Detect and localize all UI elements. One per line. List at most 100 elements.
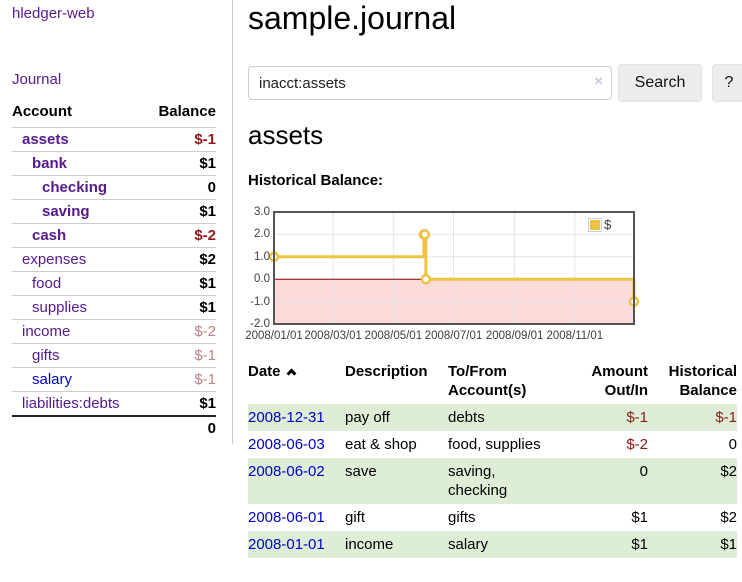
register-row: 2008-01-01 income salary $1 $1 xyxy=(248,531,737,558)
register-section: Date Description To/From Account(s) Amount … xyxy=(248,358,737,558)
app-brand-link[interactable]: hledger-web xyxy=(12,5,95,22)
transaction-amount: 0 xyxy=(639,463,648,480)
account-link[interactable]: supplies xyxy=(32,299,88,316)
column-header-amount-out-in: Amount Out/In xyxy=(591,363,648,399)
transaction-balance: 0 xyxy=(728,436,737,453)
transaction-description: pay off xyxy=(345,409,390,426)
account-row: food $1 xyxy=(12,271,216,296)
y-axis-tick-label: 0.0 xyxy=(254,273,270,286)
transaction-amount: $-2 xyxy=(626,436,648,453)
y-axis-tick-label: 3.0 xyxy=(254,206,270,218)
transaction-date-link[interactable]: 2008-06-01 xyxy=(248,509,325,526)
legend-label: $ xyxy=(604,217,612,232)
account-row: saving $1 xyxy=(12,199,216,224)
account-balance: $-1 xyxy=(144,127,216,152)
transaction-date-link[interactable]: 2008-06-02 xyxy=(248,463,325,480)
y-axis-tick-label: -2.0 xyxy=(250,318,270,330)
transaction-amount: $1 xyxy=(631,509,648,526)
account-balance: $-1 xyxy=(144,367,216,392)
transaction-description: save xyxy=(345,463,377,480)
account-link[interactable]: bank xyxy=(32,155,68,172)
account-link[interactable]: food xyxy=(32,275,62,292)
account-balance: $1 xyxy=(144,199,216,224)
historical-balance-chart[interactable]: $ 3.0 2.0 1.0 0.0 -1.0 -2.0 2008/01/01 2008/03/… xyxy=(245,206,726,348)
account-balance: $2 xyxy=(144,247,216,272)
column-header-description: Description xyxy=(345,363,428,380)
account-balance: 0 xyxy=(144,175,216,200)
transaction-date-link[interactable]: 2008-12-31 xyxy=(248,409,325,426)
account-heading: assets xyxy=(248,120,324,150)
y-axis-tick-label: 1.0 xyxy=(254,250,270,263)
account-link[interactable]: liabilities:debts xyxy=(22,395,120,412)
account-row: expenses $2 xyxy=(12,247,216,272)
column-header-historical-balance: Historical Balance xyxy=(668,363,737,399)
register-row: 2008-06-03 eat & shop food, supplies $-2 0 xyxy=(248,431,737,458)
x-axis-tick-label: 2008/03/01 xyxy=(304,330,362,342)
transaction-accounts: saving, checking xyxy=(448,463,508,499)
transaction-description: income xyxy=(345,536,394,553)
x-axis-tick-label: 2008/09/01 xyxy=(485,330,544,342)
chart-plot-area[interactable] xyxy=(268,211,640,325)
y-axis-tick-label: 2.0 xyxy=(254,228,270,241)
register-row: 2008-12-31 pay off debts $-1 $-1 xyxy=(248,404,737,431)
transaction-date-link[interactable]: 2008-01-01 xyxy=(248,536,325,553)
account-link[interactable]: saving xyxy=(42,203,90,220)
transaction-amount: $1 xyxy=(631,536,648,553)
transaction-balance: $2 xyxy=(720,509,737,526)
legend-color-box xyxy=(588,217,602,232)
account-link[interactable]: assets xyxy=(22,131,69,148)
transaction-balance: $1 xyxy=(720,536,737,553)
account-link[interactable]: income xyxy=(22,323,71,340)
account-column-header: Account xyxy=(12,103,72,120)
register-body: 2008-12-31 pay off debts $-1 $-1 2008-06-03 ea… xyxy=(248,404,737,558)
clear-search-icon[interactable]: × xyxy=(594,73,603,90)
account-balance: $-1 xyxy=(144,343,216,368)
account-link[interactable]: gifts xyxy=(32,347,60,364)
account-balance: $1 xyxy=(144,295,216,320)
account-tree-body: assets $-1 bank $1 checking 0 saving $1 cash $-2 e… xyxy=(12,127,216,440)
account-row: income $-2 xyxy=(12,319,216,344)
account-row: bank $1 xyxy=(12,151,216,176)
account-link[interactable]: checking xyxy=(42,179,108,196)
chart-title: Historical Balance: xyxy=(248,172,384,189)
sidebar: hledger-web Journal Account Balance asse… xyxy=(0,0,233,444)
account-balance: $1 xyxy=(144,151,216,176)
help-button[interactable]: ? xyxy=(712,64,742,102)
search-form: × Search ? xyxy=(248,64,742,102)
account-row: gifts $-1 xyxy=(12,343,216,368)
search-input[interactable] xyxy=(248,66,612,100)
accounts-total-row: 0 xyxy=(12,415,216,440)
account-tree-header: Account Balance xyxy=(12,100,216,128)
search-button[interactable]: Search xyxy=(618,64,702,102)
account-link[interactable]: cash xyxy=(32,227,67,244)
register-header-row: Date Description To/From Account(s) Amount … xyxy=(248,358,737,404)
account-link[interactable]: expenses xyxy=(22,251,87,268)
column-header-date: Date xyxy=(248,358,345,404)
transaction-date-link[interactable]: 2008-06-03 xyxy=(248,436,325,453)
account-row: cash $-2 xyxy=(12,223,216,248)
column-header-to-from-account-s-: To/From Account(s) xyxy=(448,363,527,399)
x-axis-tick-label: 2008/01/01 xyxy=(245,330,303,342)
transaction-description: gift xyxy=(345,509,366,526)
account-link[interactable]: salary xyxy=(32,371,73,388)
account-row: supplies $1 xyxy=(12,295,216,320)
x-axis-tick-label: 2008/11/01 xyxy=(546,330,604,342)
accounts-total-balance: 0 xyxy=(144,415,216,440)
account-row: checking 0 xyxy=(12,175,216,200)
account-row: salary $-1 xyxy=(12,367,216,392)
account-balance: $1 xyxy=(144,391,216,416)
sort-ascending-icon xyxy=(286,368,296,379)
x-axis-tick-label: 2008/07/01 xyxy=(424,330,483,342)
transaction-balance: $-1 xyxy=(715,409,737,426)
account-balance: $-2 xyxy=(144,223,216,248)
account-row: assets $-1 xyxy=(12,127,216,152)
transaction-balance: $2 xyxy=(720,463,737,480)
balance-column-header: Balance xyxy=(158,103,216,120)
transaction-amount: $-1 xyxy=(626,409,648,426)
account-row: liabilities:debts $1 xyxy=(12,391,216,416)
page-title: sample.journal xyxy=(248,0,457,36)
sidebar-item-journal[interactable]: Journal xyxy=(12,71,62,88)
account-balance: $1 xyxy=(144,271,216,296)
y-axis-tick-label: -1.0 xyxy=(250,295,270,308)
chart-legend: $ xyxy=(588,217,611,232)
